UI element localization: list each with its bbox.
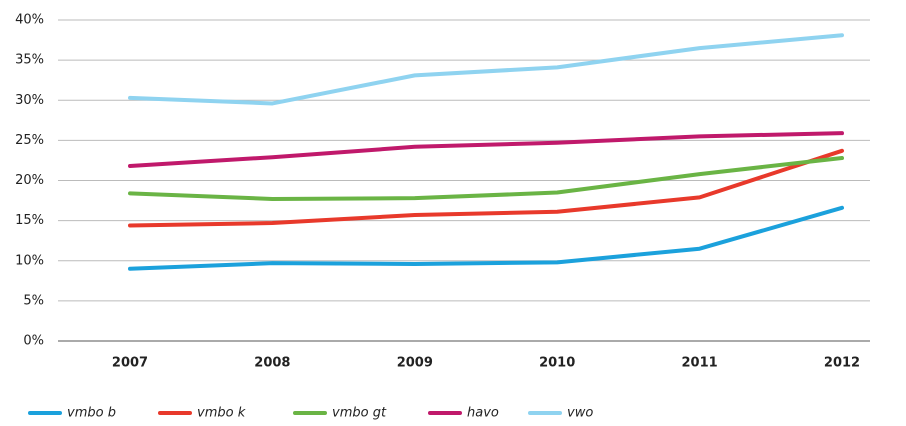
legend-label: vwo — [567, 406, 593, 421]
y-tick-label: 15% — [15, 213, 44, 228]
x-tick-label: 2009 — [397, 356, 433, 371]
legend-label: vmbo gt — [332, 406, 387, 421]
y-tick-label: 40% — [15, 13, 44, 28]
y-tick-label: 30% — [15, 93, 44, 108]
x-tick-label: 2007 — [112, 356, 148, 371]
y-tick-label: 20% — [15, 173, 44, 188]
x-tick-label: 2008 — [254, 356, 290, 371]
legend-label: vmbo b — [67, 406, 116, 421]
line-series — [128, 205, 844, 271]
y-tick-label: 0% — [23, 334, 44, 349]
x-tick-label: 2011 — [682, 356, 718, 371]
legend-label: havo — [467, 406, 499, 421]
y-tick-label: 5% — [23, 293, 44, 308]
legend-label: vmbo k — [197, 406, 246, 421]
y-tick-label: 35% — [15, 53, 44, 68]
line-series — [128, 131, 844, 169]
line-series — [128, 156, 844, 201]
line-series — [128, 33, 844, 106]
y-tick-label: 25% — [15, 133, 44, 148]
x-tick-label: 2012 — [824, 356, 860, 371]
y-tick-label: 10% — [15, 253, 44, 268]
line-series — [128, 148, 844, 228]
x-tick-label: 2010 — [539, 356, 575, 371]
